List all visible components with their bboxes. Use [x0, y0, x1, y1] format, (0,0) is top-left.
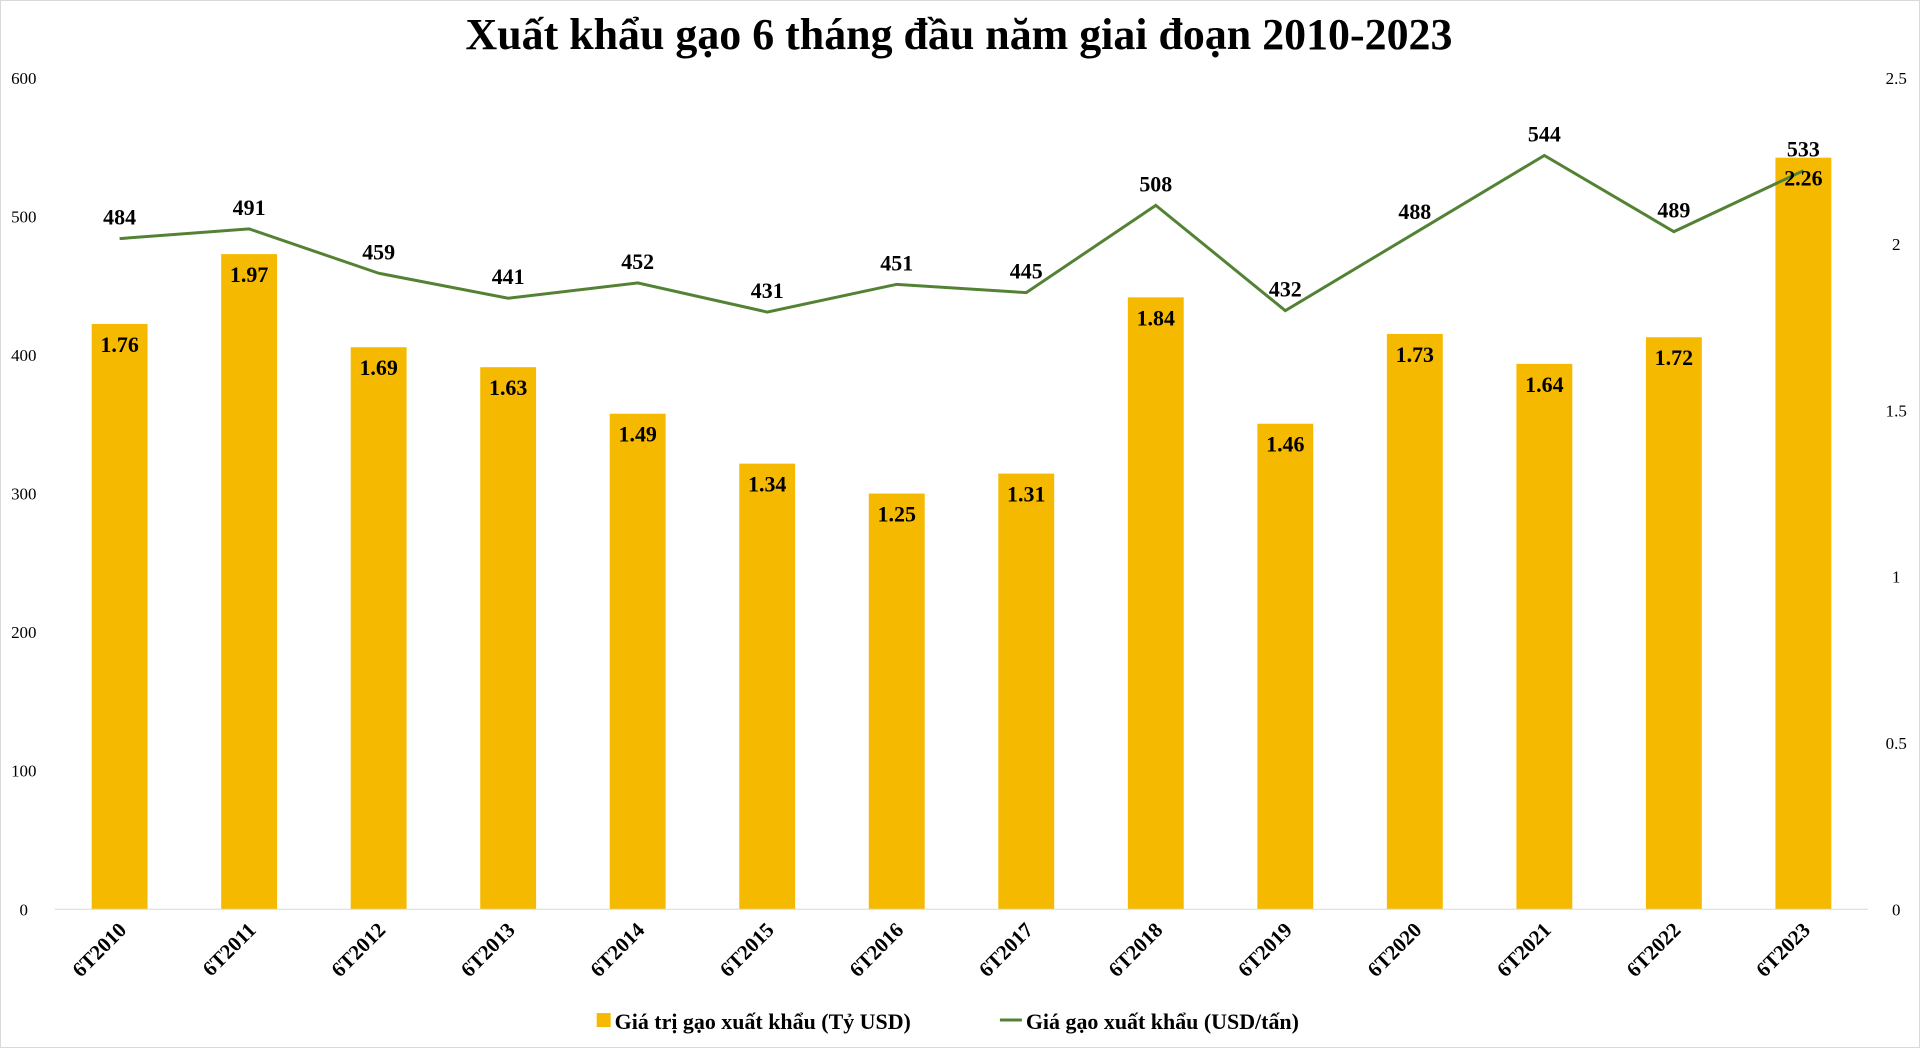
line-data-label: 432	[1269, 277, 1302, 302]
legend-label-line: Giá gạo xuất khẩu (USD/tấn)	[1026, 1009, 1299, 1034]
bar-data-label: 1.63	[489, 375, 527, 400]
line-data-label: 431	[751, 278, 784, 303]
bar-data-label: 1.34	[748, 472, 786, 497]
legend-swatch-bar	[596, 1013, 611, 1028]
bar-data-label: 1.25	[878, 502, 916, 527]
right-axis-tick-label: 1	[1892, 568, 1900, 587]
bar-data-label: 1.69	[359, 355, 397, 380]
bar	[1775, 157, 1832, 910]
x-axis-tick-label: 6T2012	[326, 918, 390, 982]
line-data-label: 533	[1787, 137, 1820, 162]
bar	[609, 413, 666, 910]
line-data-label: 491	[233, 195, 266, 220]
x-axis-tick-label: 6T2019	[1233, 918, 1297, 982]
left-axis-tick-label: 100	[11, 762, 36, 781]
bar	[221, 254, 278, 910]
bar	[739, 463, 796, 910]
x-axis-tick-label: 6T2016	[844, 918, 908, 982]
bar	[480, 367, 537, 910]
x-axis-tick-label: 6T2010	[67, 918, 131, 982]
x-axis-tick-label: 6T2021	[1492, 918, 1556, 982]
bar	[1257, 423, 1314, 910]
bar-data-label: 1.76	[100, 332, 138, 357]
x-axis-tick-label: 6T2013	[456, 918, 520, 982]
line-data-label: 484	[103, 205, 136, 230]
line-data-label: 452	[621, 249, 654, 274]
left-axis-tick-label: 600	[11, 69, 36, 88]
left-axis-tick-label: 500	[11, 207, 36, 226]
line-data-label: 488	[1398, 199, 1431, 224]
bar-data-label: 1.31	[1007, 482, 1045, 507]
right-axis-tick-label: 1.5	[1886, 401, 1907, 420]
left-axis-tick-label: 400	[11, 346, 36, 365]
chart-title: Xuất khẩu gạo 6 tháng đầu năm giai đoạn …	[466, 11, 1453, 59]
legend-label-bar: Giá trị gạo xuất khẩu (Tỷ USD)	[615, 1009, 911, 1034]
bar-data-label: 1.73	[1396, 342, 1434, 367]
line-data-label: 508	[1139, 171, 1172, 196]
bar	[1516, 363, 1573, 910]
bar-data-label: 1.84	[1137, 305, 1175, 330]
bar-data-label: 1.97	[230, 262, 268, 287]
x-axis-tick-label: 6T2011	[198, 918, 261, 981]
bar	[1386, 333, 1443, 910]
x-axis-tick-label: 6T2023	[1751, 918, 1815, 982]
left-axis-tick-label: 300	[11, 485, 36, 504]
x-axis-tick-label: 6T2020	[1362, 918, 1426, 982]
line-data-label: 544	[1528, 121, 1561, 146]
bar-data-label: 2.26	[1784, 166, 1822, 191]
right-axis-tick-label: 0.5	[1886, 734, 1907, 753]
bar-data-label: 1.64	[1525, 372, 1563, 397]
bar	[91, 323, 148, 910]
x-axis-tick-label: 6T2022	[1622, 918, 1686, 982]
x-axis-tick-label: 6T2015	[715, 918, 779, 982]
bar-data-label: 1.72	[1655, 345, 1693, 370]
bar	[1645, 337, 1702, 910]
bar	[998, 473, 1055, 910]
x-axis-tick-label: 6T2018	[1103, 918, 1167, 982]
bar	[868, 493, 925, 910]
x-axis-tick-label: 6T2017	[974, 918, 1038, 982]
right-axis-tick-label: 2.5	[1886, 69, 1907, 88]
bar	[350, 347, 407, 910]
left-axis-tick-label: 0	[20, 900, 28, 919]
bar	[1127, 297, 1184, 910]
x-axis-tick-label: 6T2014	[585, 917, 649, 981]
line-data-label: 441	[492, 264, 525, 289]
right-axis-tick-label: 0	[1892, 900, 1900, 919]
right-axis-tick-label: 2	[1892, 235, 1900, 254]
price-line	[119, 153, 1805, 314]
line-data-label: 451	[880, 250, 913, 275]
left-axis-tick-label: 200	[11, 623, 36, 642]
line-data-label: 445	[1010, 259, 1043, 284]
bar-data-label: 1.46	[1266, 432, 1304, 457]
line-data-label: 489	[1657, 198, 1690, 223]
bar-data-label: 1.49	[618, 422, 656, 447]
line-data-label: 459	[362, 239, 395, 264]
